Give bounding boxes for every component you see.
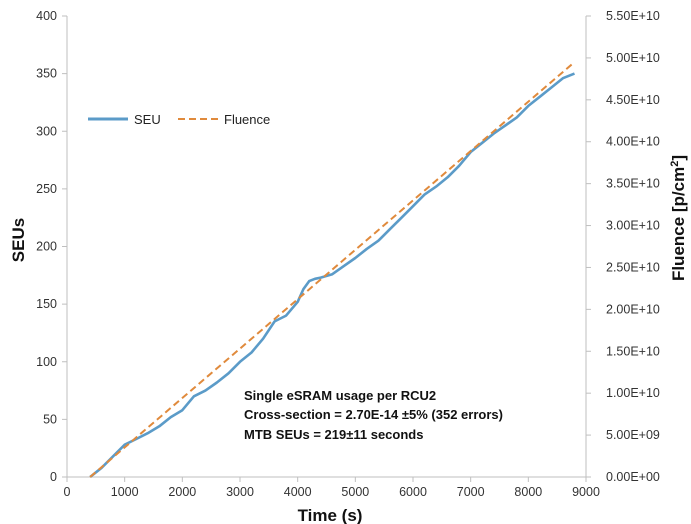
y2-tick-label: 1.00E+10 [606, 386, 660, 400]
y2-tick-label: 5.00E+10 [606, 51, 660, 65]
axes [62, 15, 591, 482]
legend: SEU Fluence [88, 112, 270, 127]
x-tick-label: 8000 [514, 485, 542, 499]
legend-fluence-label: Fluence [224, 112, 270, 127]
series [89, 61, 576, 479]
y2-tick-label: 5.50E+10 [606, 9, 660, 23]
y-tick-label: 400 [36, 9, 57, 23]
x-tick-label: 0 [64, 485, 71, 499]
y2-tick-label: 4.00E+10 [606, 135, 660, 149]
y-tick-label: 100 [36, 355, 57, 369]
y2-axis-title-superscript: 2 [669, 161, 681, 167]
x-tick-label: 3000 [226, 485, 254, 499]
series-fluence-line [89, 61, 576, 478]
legend-seu-label: SEU [134, 112, 161, 127]
annotation-line-3: MTB SEUs = 219±11 seconds [244, 427, 423, 442]
y-tick-label: 250 [36, 182, 57, 196]
x-tick-label: 5000 [341, 485, 369, 499]
annotation-line-2: Cross-section = 2.70E-14 ±5% (352 errors… [244, 407, 503, 422]
annotation: Single eSRAM usage per RCU2 Cross-sectio… [244, 388, 503, 442]
y2-tick-label: 1.50E+10 [606, 344, 660, 358]
x-tick-label: 9000 [572, 485, 600, 499]
annotation-line-1: Single eSRAM usage per RCU2 [244, 388, 436, 403]
y2-tick-label: 2.00E+10 [606, 302, 660, 316]
y2-axis-title: Fluence [p/cm2] [669, 155, 688, 281]
y2-tick-label: 5.00E+09 [606, 428, 660, 442]
series-seu-line [89, 72, 575, 479]
y-tick-label: 350 [36, 67, 57, 81]
y-tick-label: 0 [50, 470, 57, 484]
y2-tick-label: 0.00E+00 [606, 470, 660, 484]
y-tick-label: 300 [36, 124, 57, 138]
y2-tick-label: 3.00E+10 [606, 219, 660, 233]
y2-tick-label: 2.50E+10 [606, 260, 660, 274]
y2-axis-title-main: Fluence [p/cm [669, 167, 688, 281]
y2-tick-label: 4.50E+10 [606, 93, 660, 107]
x-tick-label: 7000 [457, 485, 485, 499]
x-tick-label: 2000 [168, 485, 196, 499]
y-tick-label: 200 [36, 240, 57, 254]
x-tick-label: 1000 [111, 485, 139, 499]
y2-axis-title-end: ] [669, 155, 688, 161]
y-tick-label: 50 [43, 412, 57, 426]
y2-tick-label: 3.50E+10 [606, 177, 660, 191]
y-axis-title: SEUs [9, 218, 28, 262]
x-tick-label: 6000 [399, 485, 427, 499]
x-tick-label: 4000 [284, 485, 312, 499]
x-axis-title: Time (s) [298, 506, 363, 524]
y-tick-label: 150 [36, 297, 57, 311]
